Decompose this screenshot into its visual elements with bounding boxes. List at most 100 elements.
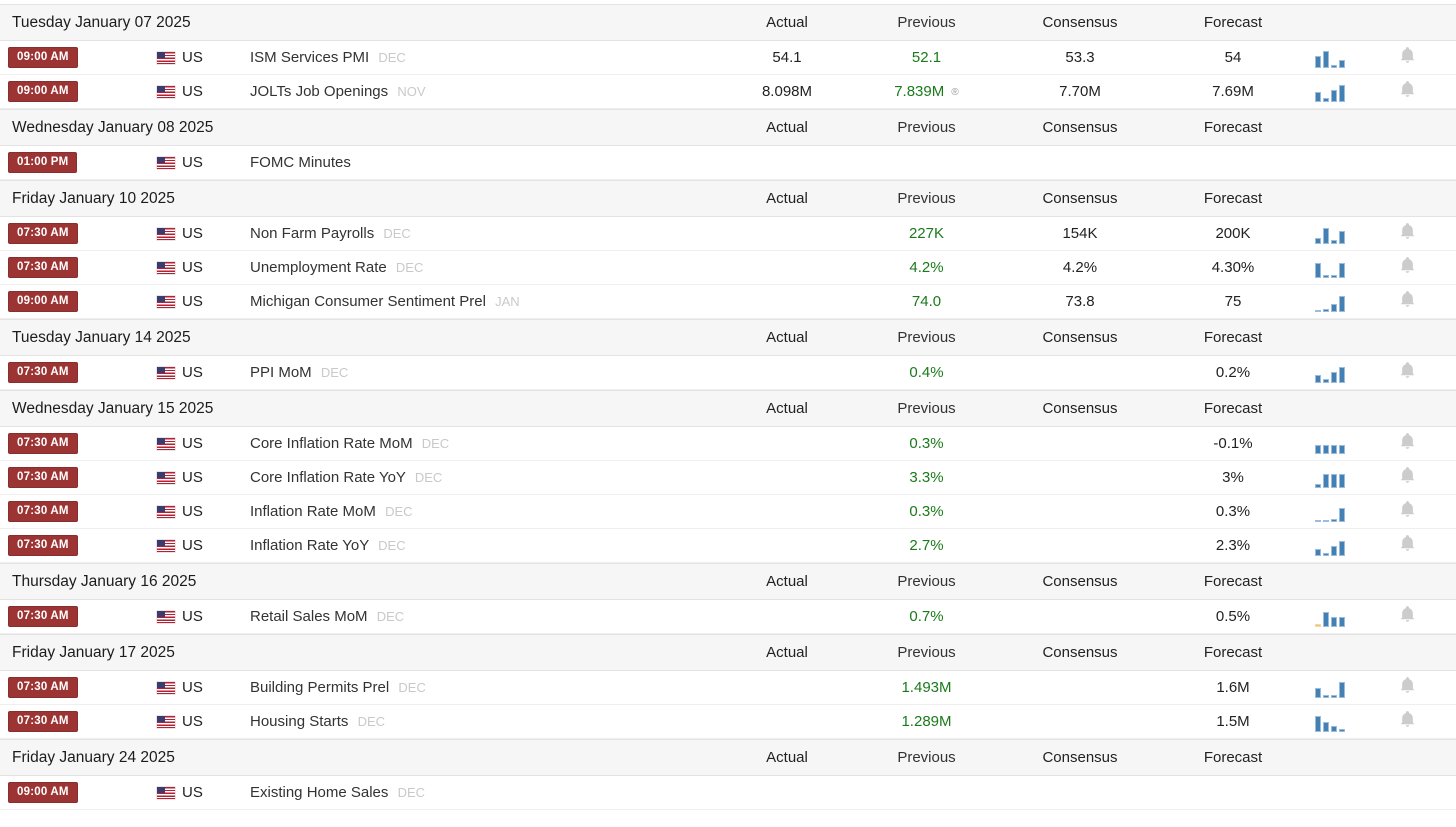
spark-bar[interactable] [1331,371,1337,383]
spark-bar[interactable] [1315,55,1321,68]
bell-icon[interactable] [1400,80,1415,98]
spark-bar[interactable] [1323,97,1329,102]
spark-bar[interactable] [1339,616,1345,627]
event-name-link[interactable]: Unemployment Rate [250,259,387,276]
bell-icon[interactable] [1400,710,1415,728]
spark-bar[interactable] [1315,519,1321,522]
spark-bar[interactable] [1323,378,1329,383]
spark-bar[interactable] [1315,548,1321,556]
spark-bar[interactable] [1315,715,1321,732]
column-header-previous: Previous [897,14,956,31]
spark-bar[interactable] [1331,239,1337,244]
bell-icon[interactable] [1400,534,1415,552]
mini-bar-chart-icon[interactable] [1302,292,1358,312]
spark-bar[interactable] [1339,507,1345,522]
bell-icon[interactable] [1400,500,1415,518]
spark-bar[interactable] [1339,59,1345,68]
mini-bar-chart-icon[interactable] [1302,502,1358,522]
spark-bar[interactable] [1323,519,1329,522]
spark-bar[interactable] [1331,694,1337,698]
spark-bar[interactable] [1315,374,1321,383]
date-header-row: Friday January 17 2025 Actual Previous C… [0,634,1456,671]
bell-icon[interactable] [1400,605,1415,623]
mini-bar-chart-icon[interactable] [1302,607,1358,627]
bell-icon[interactable] [1400,222,1415,240]
spark-bar[interactable] [1323,721,1329,732]
bell-icon[interactable] [1400,46,1415,64]
mini-bar-chart-icon[interactable] [1302,48,1358,68]
spark-bar[interactable] [1339,473,1345,488]
spark-bar[interactable] [1315,309,1321,312]
spark-bar[interactable] [1315,483,1321,488]
event-name-link[interactable]: JOLTs Job Openings [250,83,389,100]
mini-bar-chart-icon[interactable] [1302,468,1358,488]
mini-bar-chart-icon[interactable] [1302,434,1358,454]
mini-bar-chart-icon[interactable] [1302,363,1358,383]
spark-bar[interactable] [1315,91,1321,102]
spark-bar[interactable] [1331,545,1337,556]
event-name-link[interactable]: FOMC Minutes [250,154,351,171]
spark-bar[interactable] [1323,50,1329,68]
event-name-link[interactable]: Existing Home Sales [250,784,389,801]
spark-bar[interactable] [1323,444,1329,454]
spark-bar[interactable] [1339,444,1345,454]
spark-bar[interactable] [1339,295,1345,312]
spark-bar[interactable] [1323,274,1329,278]
spark-bar[interactable] [1331,725,1337,732]
spark-bar[interactable] [1315,687,1321,698]
event-time-badge: 07:30 AM [8,676,78,699]
bell-icon[interactable] [1400,256,1415,274]
event-name-link[interactable]: Core Inflation Rate YoY [250,469,406,486]
event-name-link[interactable]: Michigan Consumer Sentiment Prel [250,293,486,310]
spark-bar[interactable] [1339,681,1345,698]
spark-bar[interactable] [1331,303,1337,312]
spark-bar[interactable] [1331,518,1337,522]
event-name-link[interactable]: PPI MoM [250,364,312,381]
spark-bar[interactable] [1331,89,1337,102]
event-name-link[interactable]: Inflation Rate MoM [250,503,376,520]
spark-bar[interactable] [1331,444,1337,454]
column-header-previous: Previous [897,119,956,136]
spark-bar[interactable] [1323,308,1329,312]
spark-bar[interactable] [1331,473,1337,488]
spark-bar[interactable] [1331,64,1337,68]
bell-icon[interactable] [1400,432,1415,450]
event-name-link[interactable]: Housing Starts [250,713,349,730]
spark-bar[interactable] [1331,274,1337,278]
event-name-link[interactable]: Inflation Rate YoY [250,537,369,554]
spark-bar[interactable] [1323,611,1329,627]
spark-bar[interactable] [1315,237,1321,244]
event-name-link[interactable]: Core Inflation Rate MoM [250,435,413,452]
spark-bar[interactable] [1323,552,1329,556]
mini-bar-chart-icon[interactable] [1302,224,1358,244]
spark-bar[interactable] [1339,540,1345,556]
mini-bar-chart-icon[interactable] [1302,153,1358,173]
mini-bar-chart-icon[interactable] [1302,678,1358,698]
mini-bar-chart-icon[interactable] [1302,536,1358,556]
spark-bar[interactable] [1331,616,1337,627]
mini-bar-chart-icon[interactable] [1302,82,1358,102]
column-header-forecast: Forecast [1203,400,1263,417]
spark-bar[interactable] [1339,728,1345,732]
spark-bar[interactable] [1315,262,1321,278]
bell-icon[interactable] [1400,676,1415,694]
spark-bar[interactable] [1339,84,1345,102]
event-name-link[interactable]: Retail Sales MoM [250,608,368,625]
spark-bar[interactable] [1315,623,1321,627]
bell-icon[interactable] [1400,361,1415,379]
mini-bar-chart-icon[interactable] [1302,712,1358,732]
mini-bar-chart-icon[interactable] [1302,783,1358,803]
spark-bar[interactable] [1339,230,1345,244]
spark-bar[interactable] [1315,444,1321,454]
spark-bar[interactable] [1339,366,1345,383]
event-name-link[interactable]: Non Farm Payrolls [250,225,375,242]
spark-bar[interactable] [1339,262,1345,278]
spark-bar[interactable] [1323,227,1329,244]
spark-bar[interactable] [1323,694,1329,698]
bell-icon[interactable] [1400,290,1415,308]
event-name-link[interactable]: Building Permits Prel [250,679,390,696]
bell-icon[interactable] [1400,466,1415,484]
mini-bar-chart-icon[interactable] [1302,258,1358,278]
event-name-link[interactable]: ISM Services PMI [250,49,370,66]
spark-bar[interactable] [1323,473,1329,488]
